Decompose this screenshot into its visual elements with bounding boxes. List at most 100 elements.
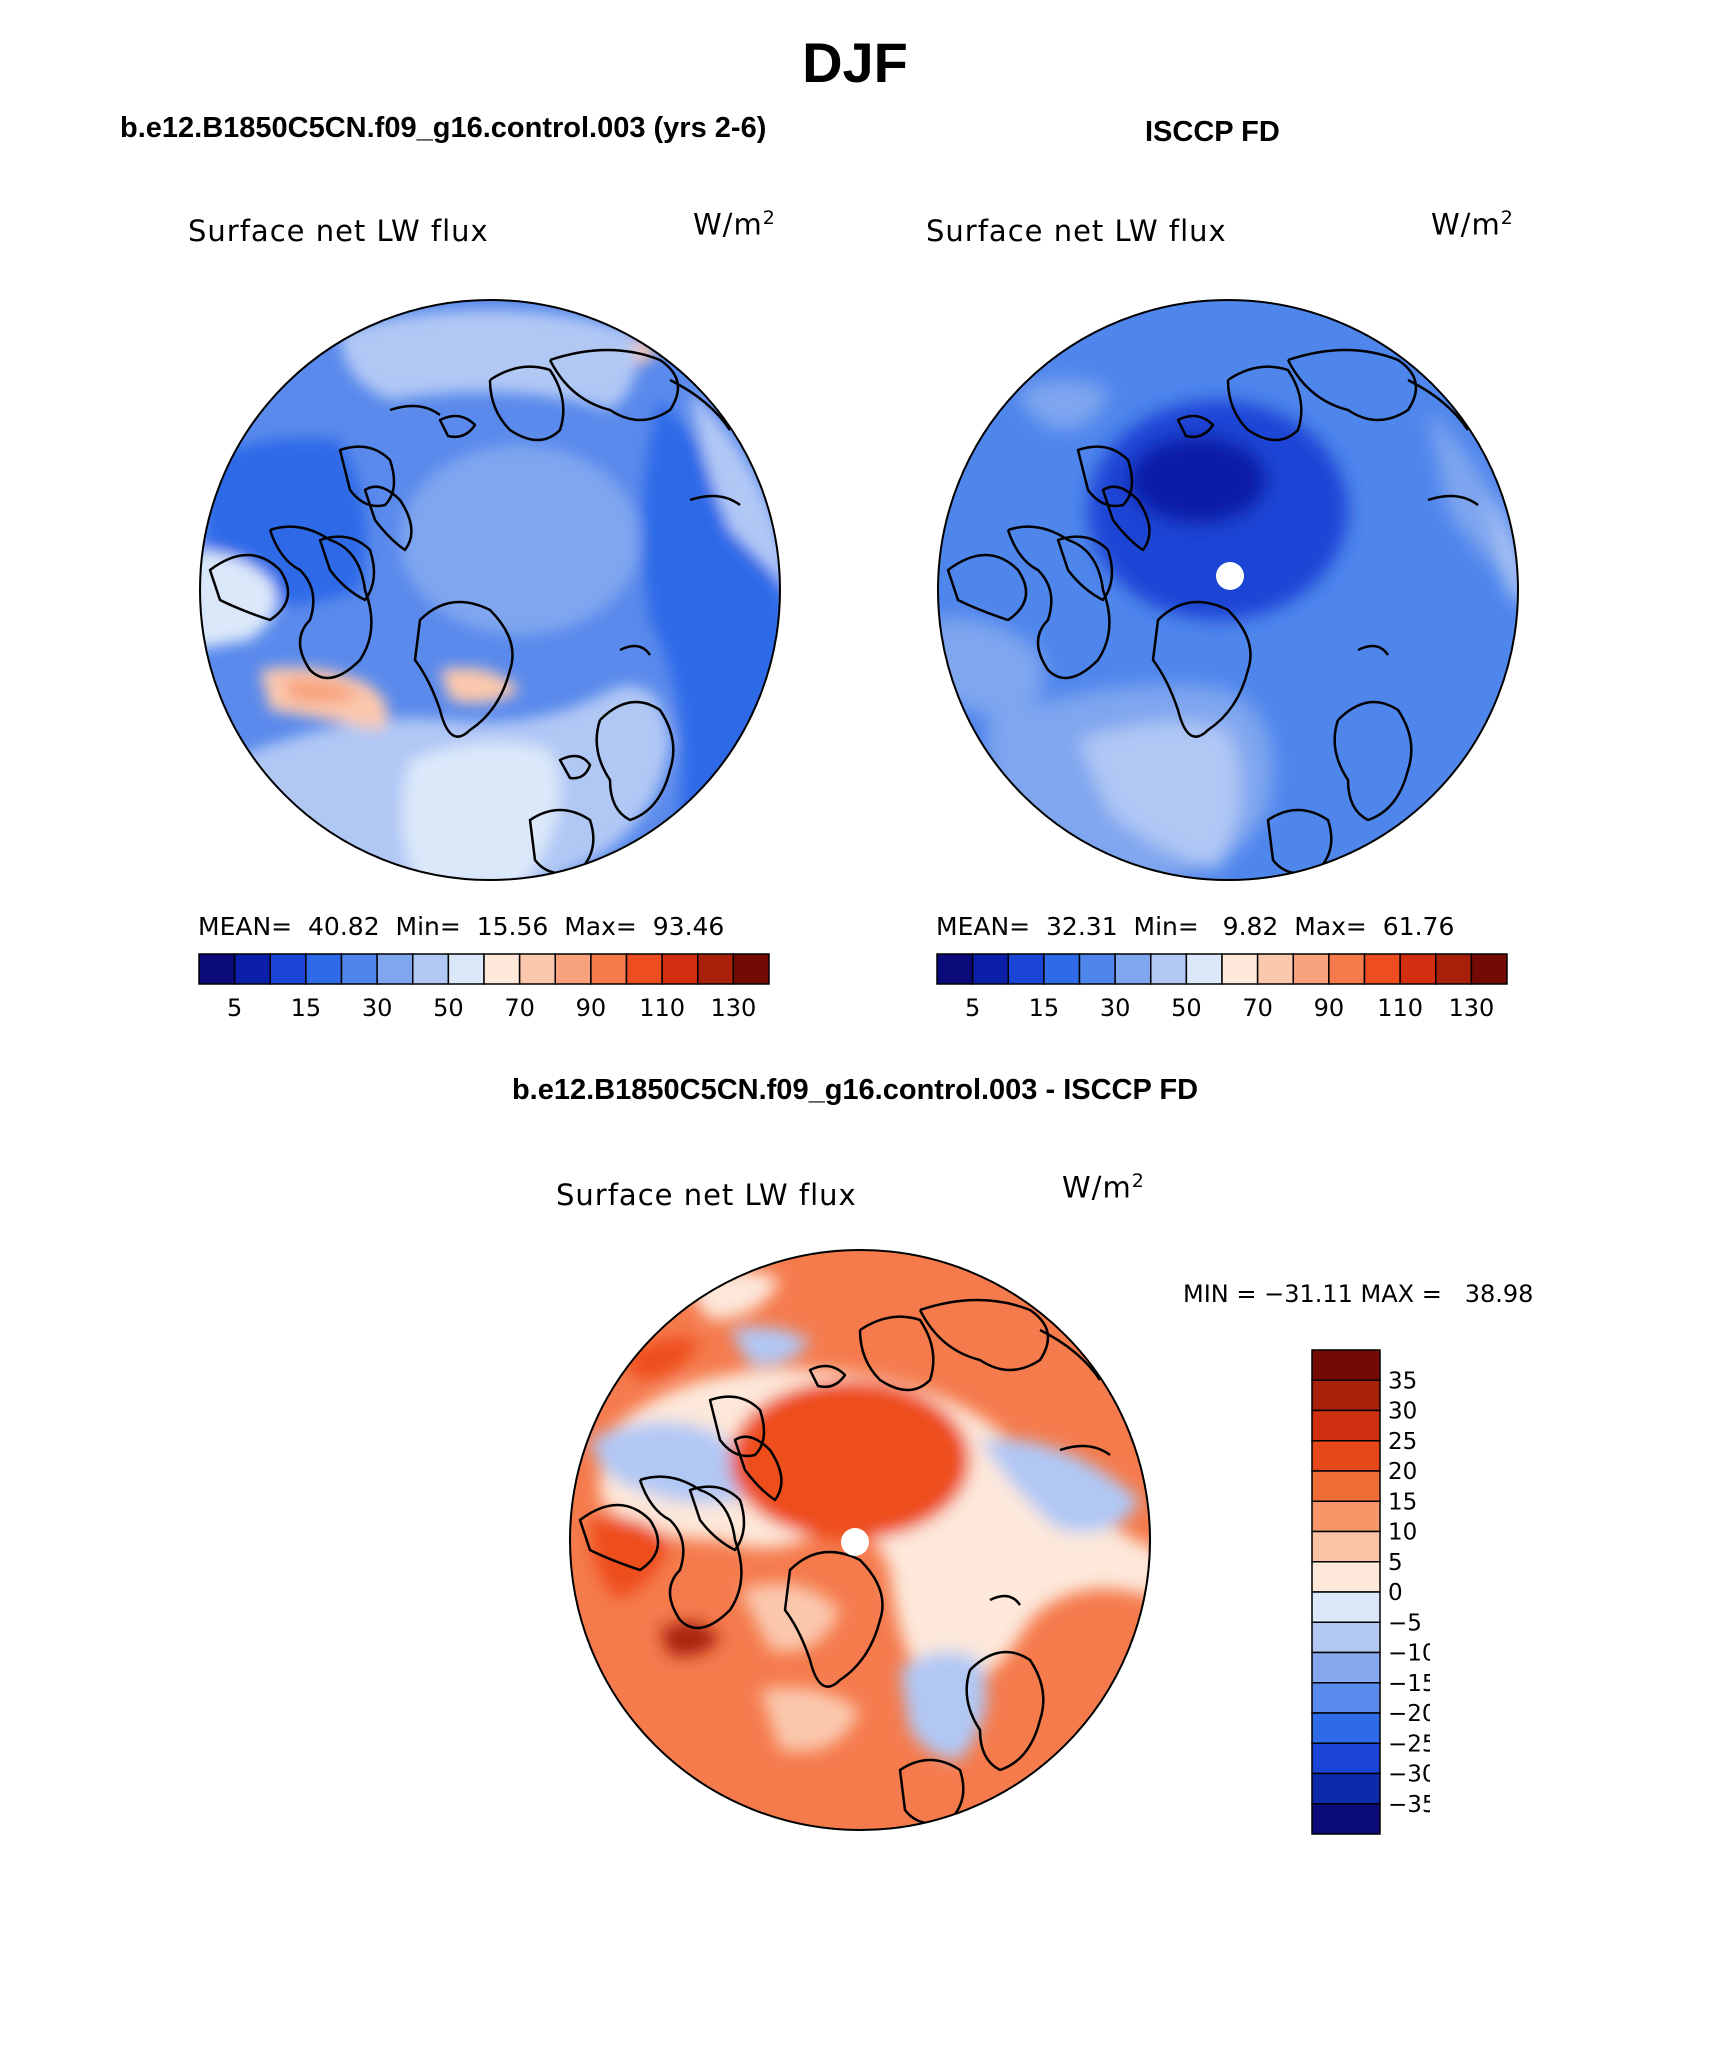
model-colorbar-tick-label: 130 (710, 994, 756, 1020)
model-colorbar-swatch (233, 953, 271, 985)
obs-colorbar-tick-label: 50 (1171, 994, 1202, 1020)
model-field-arctic (400, 445, 640, 635)
obs-colorbar-swatch (1007, 953, 1045, 985)
diff-units: W/m2 (1062, 1170, 1145, 1205)
model-polar-map (199, 299, 781, 881)
obs-min-label: Min= (1133, 912, 1199, 941)
diff-colorbar-swatch (1311, 1470, 1381, 1502)
obs-colorbar-swatch (1150, 953, 1188, 985)
diff-pole-mask (841, 1528, 869, 1556)
model-colorbar-tick-label: 30 (362, 994, 393, 1020)
diff-field-cool-north (730, 1326, 810, 1366)
model-colorbar-swatch (590, 953, 628, 985)
model-max-label: Max= (564, 912, 637, 941)
model-colorbar-swatch (412, 953, 450, 985)
diff-field-cool-west (590, 1422, 746, 1504)
obs-colorbar-swatch (1114, 953, 1152, 985)
diff-colorbar-swatch (1311, 1772, 1381, 1805)
diff-coastlines (578, 1298, 1111, 1825)
obs-variable-label: Surface net LW flux (926, 214, 1227, 248)
diff-colorbar-swatch (1311, 1530, 1381, 1563)
obs-stats: MEAN= 32.31 Min= 9.82 Max= 61.76 (936, 912, 1454, 941)
obs-colorbar-swatch (1328, 953, 1366, 985)
diff-colorbar: 35 30 25 20 15 10 5 0 −5 −10 −15 −20 −25 −30 −35 (1311, 1349, 1430, 1835)
model-min-label: Min= (395, 912, 461, 941)
diff-colorbar-tick-label: 20 (1388, 1459, 1417, 1485)
diff-colorbar-tick-label: 5 (1388, 1550, 1403, 1576)
obs-case-title: ISCCP FD (1145, 116, 1280, 148)
obs-colorbar-tick-label: 90 (1314, 994, 1345, 1020)
diff-colorbar-swatch (1311, 1742, 1381, 1775)
diff-colorbar-tick-label: −30 (1388, 1762, 1430, 1788)
diff-case-title: b.e12.B1850C5CN.f09_g16.control.003 - IS… (511, 1074, 1199, 1106)
obs-colorbar-swatch (1043, 953, 1081, 985)
diff-field-cool-south (900, 1652, 987, 1760)
obs-colorbar-tick-label: 15 (1029, 994, 1060, 1020)
model-colorbar-tick-label: 70 (504, 994, 535, 1020)
diff-colorbar-tick-label: −25 (1388, 1731, 1430, 1757)
model-colorbar-swatch (697, 953, 735, 985)
diff-colorbar-tick-label: −20 (1388, 1701, 1430, 1727)
obs-max-label: Max= (1294, 912, 1367, 941)
model-colorbar-swatch (376, 953, 414, 985)
diff-colorbar-tick-label: −5 (1388, 1610, 1422, 1636)
model-mean-label: MEAN= (198, 912, 293, 941)
obs-polar-map (937, 299, 1519, 881)
obs-mean-value: 32.31 (1046, 912, 1118, 941)
model-coastlines (208, 348, 741, 875)
model-colorbar-swatch (554, 953, 592, 985)
model-colorbar-swatch (625, 953, 663, 985)
obs-max-value: 61.76 (1382, 912, 1455, 941)
model-field-light-east (690, 390, 780, 590)
diff-field-arctic (730, 1380, 970, 1540)
obs-units: W/m2 (1431, 207, 1514, 242)
obs-field-light-north (1018, 380, 1108, 430)
model-colorbar-swatch (661, 953, 699, 985)
obs-pole-mask (1216, 562, 1244, 590)
model-mean-value: 40.82 (308, 912, 380, 941)
diff-colorbar-swatch (1311, 1712, 1381, 1744)
model-case-title: b.e12.B1850C5CN.f09_g16.control.003 (yrs… (120, 112, 767, 144)
diff-colorbar-tick-label: −10 (1388, 1641, 1430, 1667)
diff-minmax: MIN = −31.11 MAX = 38.98 (1183, 1280, 1534, 1308)
obs-colorbar-swatch (1399, 953, 1437, 985)
model-colorbar-tick-label: 15 (291, 994, 322, 1020)
obs-colorbar-swatch (1256, 953, 1294, 985)
model-map-border (199, 299, 781, 881)
diff-colorbar-tick-label: 0 (1388, 1580, 1403, 1606)
obs-coastlines (946, 348, 1479, 875)
model-field-light-north (340, 310, 637, 410)
model-colorbar: 5 15 30 50 70 90 110 130 (198, 953, 770, 1020)
diff-units-exponent: 2 (1131, 1170, 1145, 1192)
diff-field-light-south (760, 1687, 860, 1752)
model-units: W/m2 (693, 207, 776, 242)
model-variable-label: Surface net LW flux (188, 214, 489, 248)
model-field-hot-band (285, 679, 360, 704)
diff-colorbar-swatch (1311, 1651, 1381, 1684)
obs-colorbar-tick-label: 5 (965, 994, 980, 1020)
obs-field-pale-east (1488, 490, 1518, 610)
diff-colorbar-tick-label: 30 (1388, 1399, 1417, 1425)
model-stats: MEAN= 40.82 Min= 15.56 Max= 93.46 (198, 912, 724, 941)
diff-colorbar-tick-label: 10 (1388, 1520, 1417, 1546)
obs-mean-label: MEAN= (936, 912, 1031, 941)
diff-map-border (569, 1249, 1151, 1831)
season-title: DJF (802, 31, 908, 94)
diff-units-base: W/m (1062, 1170, 1132, 1205)
diff-colorbar-swatch (1311, 1682, 1381, 1714)
diff-field-warm-west (590, 1517, 670, 1600)
diff-variable-label: Surface net LW flux (556, 1178, 857, 1212)
obs-colorbar-swatch (1078, 953, 1116, 985)
diff-field-dark-spot (660, 1622, 720, 1656)
diff-colorbar-swatch (1311, 1379, 1381, 1412)
obs-colorbar-swatch (1185, 953, 1223, 985)
obs-colorbar-tick-label: 110 (1377, 994, 1423, 1020)
diff-colorbar-tick-label: 15 (1388, 1489, 1417, 1515)
obs-colorbar: 5 15 30 50 70 90 110 130 (936, 953, 1508, 1020)
obs-colorbar-swatch (1221, 953, 1259, 985)
obs-colorbar-swatch (936, 953, 974, 985)
model-colorbar-swatch (483, 953, 521, 985)
obs-units-base: W/m (1431, 207, 1501, 242)
diff-colorbar-swatch (1311, 1803, 1381, 1835)
diff-colorbar-swatch (1311, 1349, 1381, 1381)
